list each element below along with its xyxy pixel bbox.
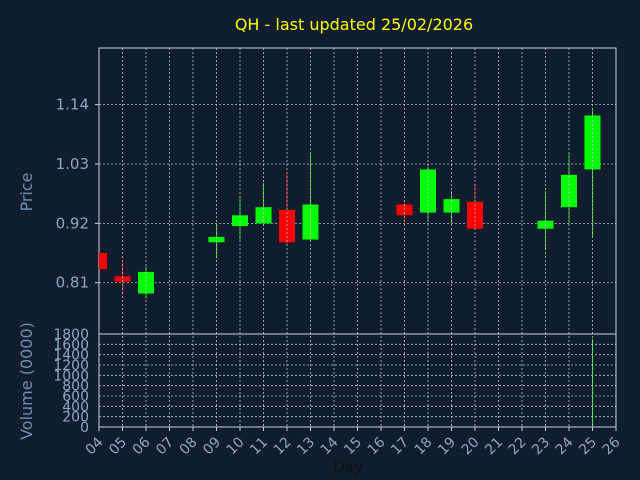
volume-tick-label: 1800 bbox=[53, 327, 89, 343]
volume-tick-label: 1200 bbox=[53, 358, 89, 374]
volume-tick-label: 1600 bbox=[53, 337, 89, 353]
price-panel: Price 0.81 0.92 1.03 1.14 bbox=[17, 47, 617, 335]
candle-body bbox=[138, 271, 154, 294]
volume-tick-label: 0 bbox=[80, 420, 89, 436]
price-tick-label: 0.92 bbox=[56, 214, 89, 232]
candle-body bbox=[584, 115, 601, 170]
price-axis-label: Price bbox=[17, 172, 36, 211]
volume-tick-label: 800 bbox=[62, 379, 89, 395]
candle-body bbox=[255, 207, 272, 224]
candle-body bbox=[99, 253, 107, 270]
candle-body bbox=[208, 236, 225, 243]
candle-body bbox=[279, 209, 295, 243]
candle-body bbox=[420, 169, 436, 213]
candle-body bbox=[302, 204, 319, 240]
volume-tick-label: 400 bbox=[62, 399, 89, 415]
price-tick-label: 1.14 bbox=[56, 96, 89, 114]
price-tick-label: 1.03 bbox=[56, 155, 89, 173]
candle-body bbox=[114, 276, 131, 282]
volume-panel: Volume (0000) 02004006008001000120014001… bbox=[17, 322, 617, 440]
volume-tick-label: 1000 bbox=[53, 368, 89, 384]
volume-axis-label: Volume (0000) bbox=[17, 322, 36, 440]
volume-tick-label: 600 bbox=[62, 389, 89, 405]
candle-body bbox=[561, 174, 577, 208]
volume-tick-label: 1400 bbox=[53, 348, 89, 364]
candle-body bbox=[467, 201, 483, 229]
chart-title: QH - last updated 25/02/2026 bbox=[235, 15, 473, 34]
volume-tick-label: 200 bbox=[62, 410, 89, 426]
price-tick-label: 0.81 bbox=[56, 274, 89, 292]
x-axis-label: Day bbox=[333, 458, 363, 476]
